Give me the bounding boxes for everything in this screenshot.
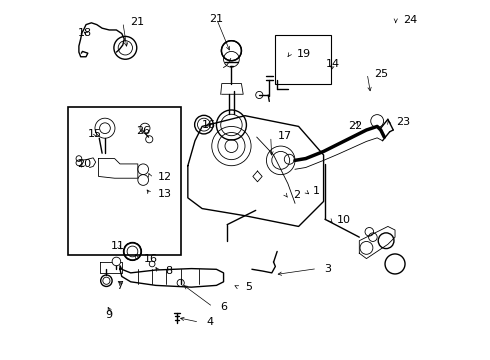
Text: 26: 26 xyxy=(136,126,150,136)
Text: 7: 7 xyxy=(116,282,123,292)
Text: 22: 22 xyxy=(348,121,363,131)
Text: 13: 13 xyxy=(157,189,171,199)
Text: 19: 19 xyxy=(297,49,311,59)
Bar xyxy=(275,35,331,84)
Text: 14: 14 xyxy=(326,59,340,69)
Text: 15: 15 xyxy=(88,129,102,139)
Text: 5: 5 xyxy=(245,282,252,292)
Text: 21: 21 xyxy=(130,17,144,27)
Text: 12: 12 xyxy=(157,172,171,182)
Text: 25: 25 xyxy=(374,68,389,78)
Text: 8: 8 xyxy=(166,266,173,276)
Text: 11: 11 xyxy=(111,241,125,251)
Text: 4: 4 xyxy=(206,317,214,327)
Text: 24: 24 xyxy=(403,15,417,25)
Text: 16: 16 xyxy=(144,253,158,264)
Text: 23: 23 xyxy=(396,117,410,127)
Text: 20: 20 xyxy=(77,159,91,169)
Text: 16: 16 xyxy=(202,120,216,130)
Text: 21: 21 xyxy=(209,14,223,23)
Bar xyxy=(68,107,181,255)
Text: 1: 1 xyxy=(313,186,320,197)
Circle shape xyxy=(112,257,121,266)
Text: 9: 9 xyxy=(105,310,112,320)
Text: 3: 3 xyxy=(324,264,331,274)
Text: 2: 2 xyxy=(293,190,300,200)
Text: 6: 6 xyxy=(220,302,227,312)
Text: 17: 17 xyxy=(278,131,292,141)
Text: 10: 10 xyxy=(337,215,351,225)
Text: 18: 18 xyxy=(78,28,92,38)
